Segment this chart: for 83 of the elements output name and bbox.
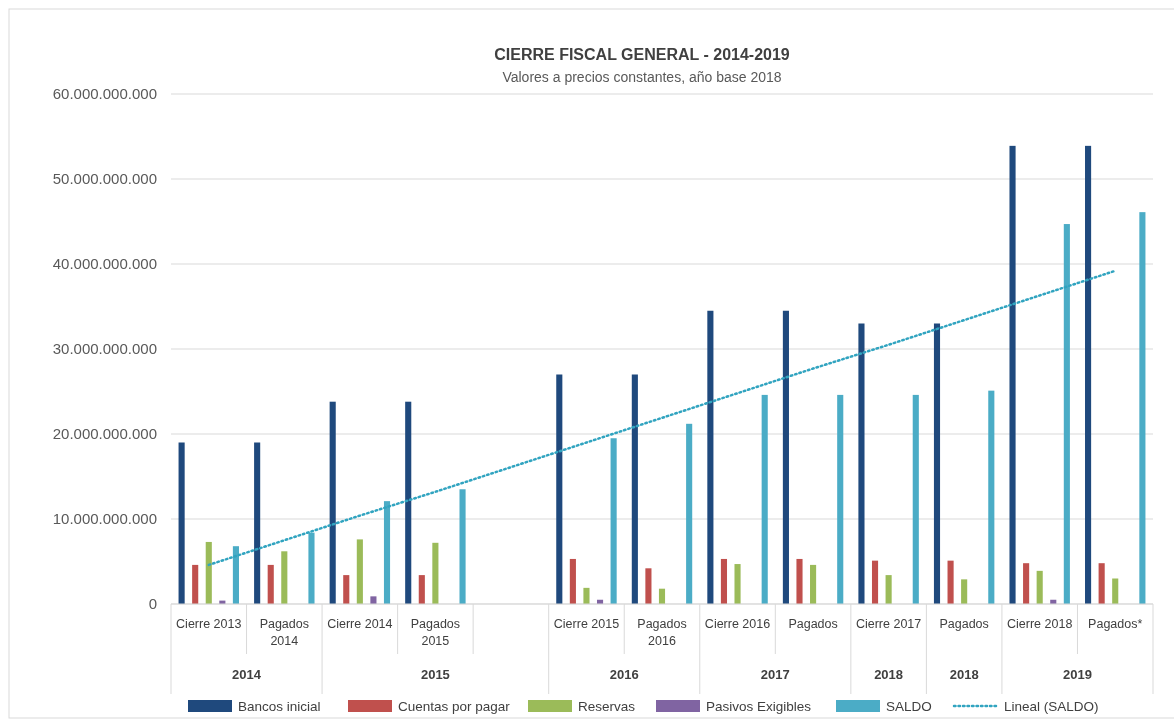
bar: [761, 394, 768, 604]
bar: [281, 551, 288, 604]
x-tick-label: Cierre 2013: [176, 617, 242, 631]
bar: [267, 564, 274, 604]
x-tick-label: Pagados: [788, 617, 838, 631]
bar: [254, 442, 261, 604]
bar: [631, 374, 638, 604]
bar: [912, 394, 919, 604]
x-tick-label: Pagados 2015: [410, 617, 461, 648]
y-tick-label: 50.000.000.000: [52, 170, 157, 188]
bar: [569, 558, 576, 604]
y-tick-label: 10.000.000.000: [52, 510, 157, 528]
y-tick-label: 20.000.000.000: [52, 425, 157, 443]
x-tick-label: Cierre 2015: [553, 617, 620, 631]
legend-label: Reservas: [578, 698, 636, 714]
x-tick-label: Pagados 2014: [259, 617, 309, 648]
x-tick-label: Pagados 2016: [637, 617, 687, 648]
bar: [308, 532, 315, 604]
bar: [858, 323, 865, 604]
bar: [734, 564, 741, 604]
y-tick-label: 40.000.000.000: [52, 255, 157, 273]
bar: [837, 394, 844, 604]
bar: [1098, 563, 1105, 604]
bar: [556, 374, 563, 604]
y-tick-label: 0: [148, 595, 157, 613]
bar: [720, 558, 728, 604]
bar: [988, 390, 995, 604]
legend-label: Pasivos Exigibles: [706, 698, 812, 714]
bar: [1112, 578, 1119, 604]
bar: [961, 579, 968, 604]
y-tick-label: 30.000.000.000: [52, 340, 157, 358]
bar: [871, 560, 879, 604]
legend-label: Bancos inicial: [238, 698, 321, 714]
bar: [583, 587, 590, 604]
x-tick-label: Cierre 2018: [1007, 617, 1073, 631]
bar: [1036, 570, 1043, 604]
chart-title: CIERRE FISCAL GENERAL - 2014-2019: [494, 46, 790, 63]
bar: [782, 310, 789, 604]
text: 2014: [232, 666, 262, 682]
line-series: [207, 269, 1117, 567]
bar: [192, 564, 199, 604]
legend-label: SALDO: [886, 698, 932, 714]
bar: [947, 560, 954, 604]
bar: [1063, 224, 1070, 604]
y-tick-label: 60.000.000.000: [52, 85, 157, 103]
legend-label: Lineal (SALDO): [1004, 698, 1099, 714]
bar: [885, 575, 892, 604]
bar: [796, 558, 803, 604]
bar: [178, 442, 185, 604]
bar: [205, 541, 212, 604]
bar: [707, 310, 714, 604]
text: 2019: [1063, 666, 1092, 682]
bar: [405, 401, 412, 604]
bar: [810, 564, 817, 604]
bar: [418, 575, 425, 604]
x-tick-label: Cierre 2014: [327, 617, 393, 631]
x-tick-label: Cierre 2017: [855, 617, 922, 631]
text: 2018: [874, 666, 904, 682]
bar: [329, 401, 336, 604]
chart-subtitle: Valores a precios constantes, año base 2018: [502, 69, 782, 85]
bar: [658, 588, 666, 604]
bar: [1009, 145, 1016, 604]
bar: [645, 568, 652, 604]
text: 2018: [949, 666, 979, 682]
legend-label: Cuentas por pagar: [398, 698, 511, 714]
bar: [933, 323, 941, 604]
bar: [432, 542, 439, 604]
text: 2015: [420, 666, 450, 682]
bar: [686, 423, 693, 604]
x-tick-label: Pagados: [939, 617, 989, 631]
bar: [383, 501, 391, 604]
bar: [459, 489, 466, 604]
text: 2017: [760, 666, 790, 682]
bar: [1023, 563, 1030, 604]
bar: [1085, 145, 1092, 604]
bar: [232, 546, 239, 604]
bar: [343, 575, 350, 604]
bar: [610, 438, 617, 604]
text: 2016: [609, 666, 639, 682]
x-tick-label: Pagados*: [1088, 617, 1143, 631]
x-tick-label: Cierre 2016: [704, 617, 771, 631]
bar: [356, 539, 363, 604]
bar: [1139, 212, 1146, 604]
